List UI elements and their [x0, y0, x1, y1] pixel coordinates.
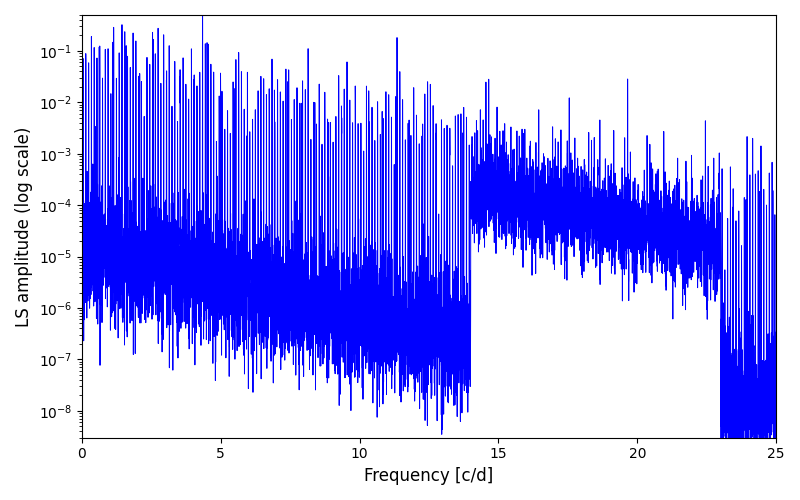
- X-axis label: Frequency [c/d]: Frequency [c/d]: [364, 467, 494, 485]
- Y-axis label: LS amplitude (log scale): LS amplitude (log scale): [15, 126, 33, 326]
